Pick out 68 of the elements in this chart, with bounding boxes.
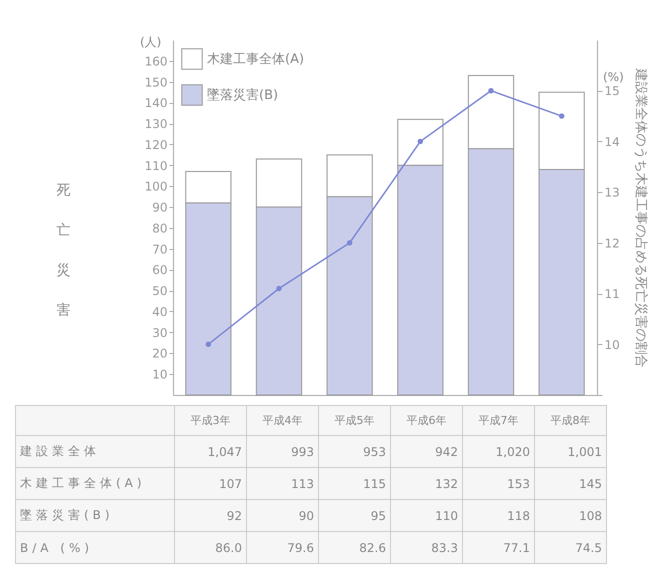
legend-label: 墜落災害(B) xyxy=(207,87,278,103)
y-tick-label: 160 xyxy=(144,54,168,68)
y-tick-label: 90 xyxy=(152,200,168,215)
x-tick-label: 平成8年 xyxy=(534,406,606,436)
x-tick-label: 平成3年 xyxy=(174,406,246,436)
text: 死亡災害 xyxy=(56,182,70,318)
text: 953 xyxy=(318,436,390,468)
y-tick-label: 80 xyxy=(152,221,168,236)
text: 92 xyxy=(174,500,246,532)
text: 木建工事全体(A) xyxy=(16,468,174,500)
text: (人) xyxy=(140,34,162,51)
y2-axis-title: 建設業全体のうち木建工事の占める死亡災害の割合 xyxy=(632,68,649,368)
y-tick-label: 60 xyxy=(152,263,168,278)
text: 113 xyxy=(246,468,318,500)
legend-label: 木建工事全体(A) xyxy=(207,52,304,67)
text: 墜落災害(B) xyxy=(16,500,174,532)
text: 153 xyxy=(462,468,534,500)
y-tick-label: 20 xyxy=(152,346,168,361)
y-tick-label: 30 xyxy=(152,326,168,340)
text: 86.0 xyxy=(174,532,246,564)
text: 1,001 xyxy=(534,436,606,468)
text: 1,047 xyxy=(174,436,246,468)
text: 132 xyxy=(390,468,462,500)
text: B/A (%) xyxy=(16,532,174,564)
y-tick-label: 150 xyxy=(144,75,168,90)
text: 110 xyxy=(390,500,462,532)
text: 108 xyxy=(534,500,606,532)
text: 942 xyxy=(390,436,462,468)
text: 95 xyxy=(318,500,390,532)
point xyxy=(488,88,494,94)
text: 118 xyxy=(462,500,534,532)
y2-tick-label: 10 xyxy=(604,338,620,352)
y2-tick-label: 13 xyxy=(604,186,620,200)
text: 145 xyxy=(534,468,606,500)
text: 83.3 xyxy=(390,532,462,564)
x-tick-label: 平成7年 xyxy=(462,406,534,436)
y2-tick-label: 15 xyxy=(604,84,620,98)
text: (%) xyxy=(603,70,624,84)
text: 115 xyxy=(318,468,390,500)
y-tick-label: 100 xyxy=(144,180,168,194)
text: 993 xyxy=(246,436,318,468)
y-tick-label: 50 xyxy=(152,284,168,298)
y2-tick-label: 11 xyxy=(604,287,620,302)
y-tick-label: 40 xyxy=(152,304,168,319)
x-tick-label: 平成5年 xyxy=(318,406,390,436)
y-tick-label: 120 xyxy=(144,138,168,152)
text: 77.1 xyxy=(462,532,534,564)
text: 79.6 xyxy=(246,532,318,564)
x-tick-label: 平成6年 xyxy=(390,406,462,436)
point xyxy=(206,342,212,348)
text: 建設業全体 xyxy=(16,436,174,468)
point xyxy=(558,113,564,119)
x-tick-label: 平成4年 xyxy=(246,406,318,436)
y-tick-label: 140 xyxy=(144,96,168,110)
y2-tick-label: 14 xyxy=(604,134,620,149)
text: 90 xyxy=(246,500,318,532)
y-tick-label: 110 xyxy=(144,158,168,173)
y2-tick-label: 12 xyxy=(604,236,620,250)
point xyxy=(276,286,282,292)
point xyxy=(346,240,352,246)
y-tick-label: 10 xyxy=(152,368,168,382)
point xyxy=(418,138,424,144)
y-tick-label: 130 xyxy=(144,117,168,132)
text: 107 xyxy=(174,468,246,500)
y-tick-label: 70 xyxy=(152,242,168,256)
text: 74.5 xyxy=(534,532,606,564)
text: 82.6 xyxy=(318,532,390,564)
text: 1,020 xyxy=(462,436,534,468)
